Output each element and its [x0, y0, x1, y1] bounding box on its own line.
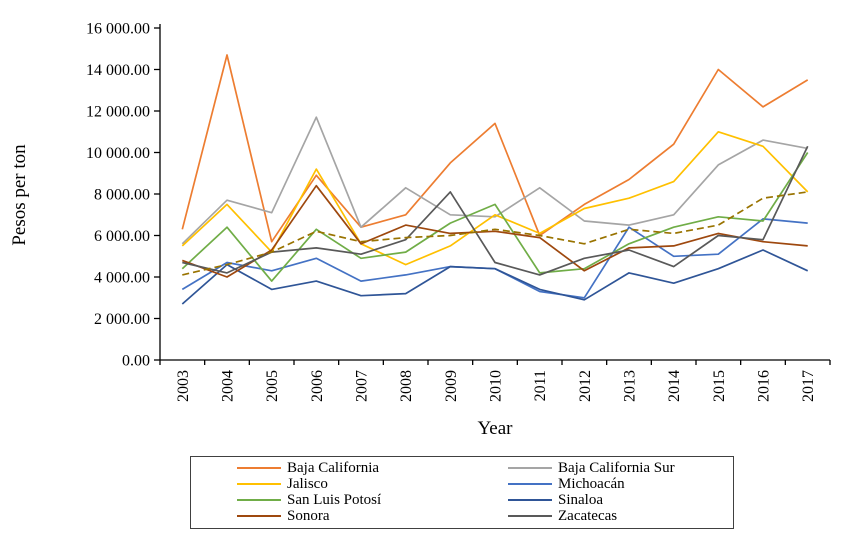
legend-item: Michoacán [462, 476, 733, 492]
legend-item: Baja California Sur [462, 460, 733, 476]
y-tick-label: 4 000.00 [94, 270, 150, 287]
x-tick-label: 2017 [800, 370, 817, 402]
y-tick-label: 14 000.00 [86, 62, 150, 79]
legend-label: Sinaloa [558, 492, 603, 508]
legend-label: Zacatecas [558, 508, 618, 524]
x-tick-label: 2011 [532, 370, 549, 401]
x-tick-label: 2007 [354, 370, 371, 402]
x-tick-label: 2005 [264, 370, 281, 402]
series-line-zacatecas [182, 145, 809, 276]
legend-item: Jalisco [191, 476, 462, 492]
series-line-sinaloa [181, 249, 809, 305]
legend-line-swatch [237, 483, 281, 485]
x-axis-title: Year [477, 418, 513, 439]
x-tick-label: 2014 [666, 370, 683, 402]
series-line-unlabeled-dashed-series [182, 191, 808, 276]
series-line-sonora [182, 184, 808, 278]
legend-item: San Luis Potosí [191, 492, 462, 508]
legend-label: Sonora [287, 508, 330, 524]
legend-label: Michoacán [558, 476, 625, 492]
x-tick-label: 2012 [577, 370, 594, 402]
legend-label: Jalisco [287, 476, 328, 492]
legend-line-swatch [508, 515, 552, 517]
series-line-jalisco [181, 130, 809, 266]
legend-line-swatch [508, 483, 552, 485]
y-tick-label: 16 000.00 [86, 21, 150, 38]
legend-line-swatch [237, 499, 281, 501]
legend-line-swatch [237, 515, 281, 517]
series-line-san-luis-potos [181, 152, 809, 282]
legend-label: Baja California [287, 460, 380, 476]
x-tick-label: 2013 [622, 370, 639, 402]
legend-item: Baja California [191, 460, 462, 476]
y-tick-label: 6 000.00 [94, 228, 150, 245]
series-line-baja-california [181, 54, 809, 243]
legend-line-swatch [508, 499, 552, 501]
legend-item: Sonora [191, 508, 462, 524]
y-tick-label: 8 000.00 [94, 187, 150, 204]
y-axis-title: Pesos per ton [9, 144, 30, 246]
x-tick-label: 2003 [175, 370, 192, 402]
x-tick-label: 2006 [309, 370, 326, 402]
chart-svg: 0.00 2 000.00 4 000.00 6 000.00 8 000.00 10 0… [86, 21, 831, 402]
legend-line-swatch [237, 467, 281, 469]
x-tick-label: 2016 [756, 370, 773, 402]
legend-label: San Luis Potosí [287, 492, 382, 508]
x-tick-label: 2010 [488, 370, 505, 402]
y-tick-label: 12 000.00 [86, 104, 150, 121]
x-tick-label: 2008 [398, 370, 415, 402]
legend-item: Zacatecas [462, 508, 733, 524]
y-tick-label: 2 000.00 [94, 311, 150, 328]
series-line-baja-california-sur [181, 116, 808, 245]
y-tick-label: 0.00 [122, 353, 150, 370]
x-tick-label: 2015 [711, 370, 728, 402]
x-tick-label: 2009 [443, 370, 460, 402]
legend-label: Baja California Sur [558, 460, 675, 476]
x-tick-label: 2004 [220, 370, 237, 402]
legend-item: Sinaloa [462, 492, 733, 508]
legend: Baja California Jalisco San Luis Potosí Son… [190, 456, 734, 529]
legend-line-swatch [508, 467, 552, 469]
y-tick-label: 10 000.00 [86, 145, 150, 162]
